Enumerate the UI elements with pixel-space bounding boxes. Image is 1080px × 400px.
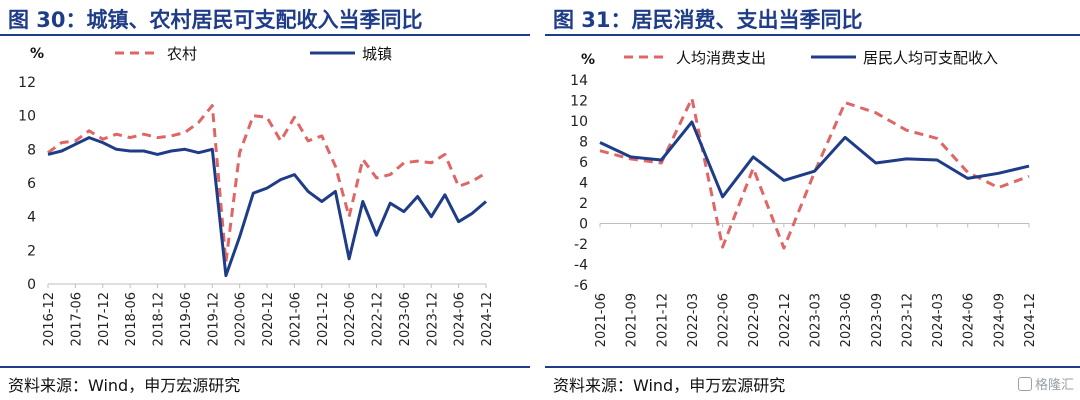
- x-tick-label: 2024-03: [931, 293, 946, 347]
- y-tick-label: 0: [579, 217, 588, 233]
- x-tick-label: 2021-12: [655, 293, 670, 347]
- series-line-1: [47, 104, 487, 264]
- figure-31: 图 31：居民消费、支出当季同比 % -6 -4 -2 0 2 4 6 8 10 12 14 2021-…: [545, 0, 1080, 400]
- figure-30: 图 30：城镇、农村居民可支配收入当季同比 % 0 2 4 6 8 10 12 2016-12 2…: [0, 0, 530, 400]
- y-tick-label: 12: [570, 94, 588, 110]
- y-tick-label: 2: [579, 196, 588, 212]
- y-tick-label: 4: [27, 210, 36, 226]
- x-tick-label: 2021-06: [288, 292, 303, 346]
- x-tick-label: 2021-06: [594, 293, 609, 347]
- x-tick-label: 2019-06: [179, 292, 194, 346]
- y-tick-label: 10: [18, 109, 36, 125]
- watermark: 格隆汇: [1017, 374, 1074, 393]
- x-tick-label: 2022-06: [343, 292, 358, 346]
- x-tick-label: 2022-12: [371, 292, 386, 346]
- watermark-logo-icon: [1017, 377, 1032, 391]
- y-unit-label: %: [581, 52, 595, 68]
- series-line-2: [47, 136, 487, 278]
- x-tick-label: 2022-03: [686, 293, 701, 347]
- consumption-chart: % -6 -4 -2 0 2 4 6 8 10 12 14 2021-06 2021-09 2021-12 2…: [570, 49, 1038, 347]
- x-tick-label: 2023-12: [900, 293, 915, 347]
- x-tick-label: 2024-06: [962, 293, 977, 347]
- x-tick-label: 2018-12: [152, 292, 167, 346]
- source-rule: [0, 366, 530, 368]
- x-tick-label: 2016-12: [42, 292, 57, 346]
- x-tick-label: 2023-03: [809, 293, 824, 347]
- y-tick-label: -6: [574, 278, 588, 294]
- title-rule: [0, 34, 530, 36]
- x-tick-label: 2021-12: [316, 292, 331, 346]
- series-line-1: [599, 96, 1030, 250]
- x-tick-label: 2020-06: [234, 292, 249, 346]
- title-rule: [545, 34, 1080, 36]
- y-tick-label: 6: [27, 176, 36, 192]
- y-unit-label: %: [30, 46, 44, 62]
- x-tick-label: 2024-06: [453, 292, 468, 346]
- x-tick-label: 2023-09: [870, 293, 885, 347]
- x-tick-label: 2020-12: [261, 292, 276, 346]
- x-tick-label: 2023-06: [398, 292, 413, 346]
- x-tick-label: 2022-12: [778, 293, 793, 347]
- x-tick-label: 2017-12: [97, 292, 112, 346]
- x-tick-label: 2019-12: [206, 292, 221, 346]
- x-tick-label: 2021-09: [625, 293, 640, 347]
- y-tick-label: 10: [570, 114, 588, 130]
- y-tick-label: 6: [579, 155, 588, 171]
- income-chart: % 0 2 4 6 8 10 12 2016-12 2017-06 2017-12 2018-06 20…: [18, 45, 495, 346]
- x-tick-label: 2023-06: [839, 293, 854, 347]
- y-tick-label: -2: [574, 237, 588, 253]
- y-tick-label: 12: [18, 75, 36, 91]
- legend-label: 城镇: [362, 45, 392, 63]
- y-tick-label: 0: [27, 277, 36, 293]
- source-rule: [545, 366, 1080, 368]
- y-tick-label: 8: [27, 142, 36, 158]
- x-tick-label: 2024-09: [992, 293, 1007, 347]
- x-tick-label: 2017-06: [69, 292, 84, 346]
- figure-31-title: 图 31：居民消费、支出当季同比: [553, 8, 863, 32]
- legend-label: 人均消费支出: [676, 49, 766, 67]
- y-tick-label: 4: [579, 176, 588, 192]
- y-tick-label: 14: [570, 73, 588, 89]
- y-tick-label: 8: [579, 135, 588, 151]
- x-tick-label: 2018-06: [124, 292, 139, 346]
- figure-31-source: 资料来源：Wind，申万宏源研究: [553, 376, 786, 395]
- figure-30-title: 图 30：城镇、农村居民可支配收入当季同比: [8, 8, 423, 32]
- x-tick-label: 2022-09: [747, 293, 762, 347]
- legend-label: 居民人均可支配收入: [863, 49, 998, 67]
- watermark-text: 格隆汇: [1034, 378, 1074, 393]
- y-tick-label: 2: [27, 243, 36, 259]
- x-tick-label: 2024-12: [480, 292, 495, 346]
- series-line-2: [599, 120, 1030, 199]
- x-tick-label: 2023-12: [425, 292, 440, 346]
- y-tick-label: -4: [574, 258, 588, 274]
- figure-30-source: 资料来源：Wind，申万宏源研究: [8, 376, 241, 395]
- x-tick-label: 2022-06: [717, 293, 732, 347]
- x-tick-label: 2024-12: [1023, 293, 1038, 347]
- legend-label: 农村: [167, 45, 197, 63]
